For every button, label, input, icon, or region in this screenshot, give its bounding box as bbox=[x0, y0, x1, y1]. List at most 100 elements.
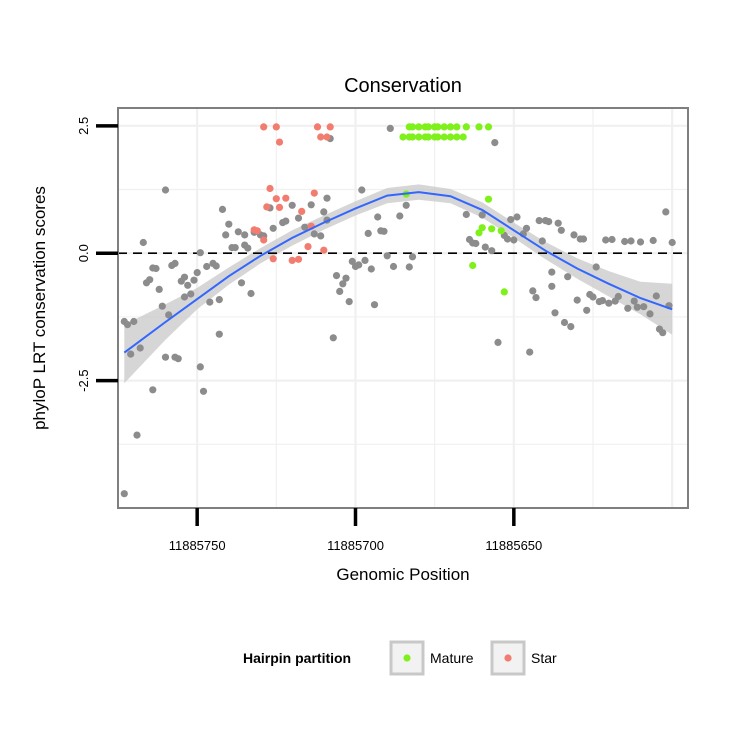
chart-title: Conservation bbox=[344, 75, 462, 97]
point-other-37 bbox=[215, 330, 223, 338]
point-star-4 bbox=[266, 184, 274, 193]
point-other-59 bbox=[307, 201, 315, 209]
point-star-3 bbox=[263, 203, 271, 211]
point-other-5 bbox=[133, 431, 141, 439]
point-other-95 bbox=[481, 243, 489, 251]
point-other-53 bbox=[269, 224, 277, 232]
point-other-117 bbox=[557, 226, 565, 234]
point-other-16 bbox=[161, 186, 170, 194]
plot-panel bbox=[117, 107, 689, 509]
legend-entry-star: Star bbox=[490, 640, 557, 676]
point-star-9 bbox=[288, 256, 296, 264]
grid-lines bbox=[118, 108, 688, 508]
point-other-57 bbox=[294, 214, 303, 222]
point-other-27 bbox=[190, 276, 198, 284]
point-other-48 bbox=[247, 289, 255, 298]
point-other-3 bbox=[127, 350, 135, 358]
point-other-150 bbox=[668, 238, 676, 247]
point-other-128 bbox=[592, 263, 600, 271]
point-other-83 bbox=[383, 252, 391, 260]
point-other-107 bbox=[529, 287, 537, 295]
point-other-108 bbox=[532, 294, 540, 302]
point-other-124 bbox=[579, 235, 588, 243]
point-other-44 bbox=[237, 279, 246, 287]
point-mature-31 bbox=[497, 227, 505, 235]
point-other-78 bbox=[367, 265, 375, 273]
point-other-130 bbox=[598, 297, 607, 305]
point-mature-16 bbox=[424, 123, 432, 131]
point-other-31 bbox=[199, 387, 208, 395]
point-other-28 bbox=[193, 269, 201, 277]
point-other-97 bbox=[491, 139, 499, 147]
y-axis-title: phyloP LRT conservation scores bbox=[30, 186, 49, 430]
point-other-60 bbox=[310, 230, 318, 238]
point-other-58 bbox=[301, 223, 309, 231]
point-other-42 bbox=[231, 244, 239, 252]
point-other-19 bbox=[171, 259, 179, 267]
point-other-38 bbox=[218, 205, 227, 213]
point-other-127 bbox=[589, 293, 597, 301]
point-star-8 bbox=[282, 194, 290, 202]
point-star-1 bbox=[253, 227, 261, 235]
point-mature-0 bbox=[399, 133, 407, 141]
point-other-64 bbox=[323, 194, 331, 202]
point-other-103 bbox=[513, 213, 521, 221]
point-other-145 bbox=[652, 292, 660, 300]
point-mature-26 bbox=[469, 261, 477, 270]
point-other-13 bbox=[155, 285, 163, 293]
data-points bbox=[120, 123, 676, 498]
point-other-10 bbox=[149, 386, 157, 394]
point-mature-11 bbox=[459, 133, 467, 141]
point-other-105 bbox=[522, 224, 531, 232]
point-mature-18 bbox=[434, 123, 442, 131]
point-other-77 bbox=[364, 229, 372, 237]
point-mature-22 bbox=[462, 123, 470, 131]
x-tick-label-0: 11885750 bbox=[169, 538, 226, 553]
point-other-80 bbox=[374, 213, 382, 221]
point-other-21 bbox=[174, 355, 182, 363]
point-other-120 bbox=[567, 323, 575, 331]
point-other-36 bbox=[215, 296, 223, 304]
x-tick-label-1: 11885700 bbox=[327, 538, 384, 553]
panel-border bbox=[117, 107, 689, 509]
point-other-56 bbox=[288, 201, 296, 209]
point-other-116 bbox=[554, 219, 562, 227]
point-mature-23 bbox=[475, 123, 483, 131]
point-mature-28 bbox=[478, 224, 486, 232]
point-other-125 bbox=[583, 306, 591, 314]
point-star-20 bbox=[260, 123, 268, 131]
point-star-5 bbox=[269, 255, 277, 263]
legend-label-mature: Mature bbox=[430, 650, 474, 666]
point-other-84 bbox=[386, 124, 394, 132]
point-other-25 bbox=[184, 281, 192, 289]
point-other-136 bbox=[621, 237, 629, 246]
point-other-114 bbox=[548, 268, 556, 276]
point-other-110 bbox=[538, 237, 546, 245]
point-other-29 bbox=[196, 363, 204, 371]
x-axis-title: Genomic Position bbox=[336, 565, 469, 584]
point-star-15 bbox=[313, 123, 322, 131]
point-other-35 bbox=[212, 262, 220, 270]
point-other-138 bbox=[627, 237, 635, 245]
y-tick-label-2: -2.5 bbox=[76, 369, 91, 391]
point-other-68 bbox=[336, 287, 344, 295]
point-star-17 bbox=[320, 246, 328, 254]
point-mature-3 bbox=[415, 133, 423, 141]
point-other-109 bbox=[535, 217, 543, 225]
point-other-139 bbox=[630, 297, 638, 305]
legend-entry-mature: Mature bbox=[389, 640, 474, 676]
point-other-133 bbox=[608, 235, 616, 244]
point-other-131 bbox=[602, 236, 610, 244]
point-other-115 bbox=[551, 309, 559, 317]
point-other-90 bbox=[462, 210, 470, 219]
point-mature-29 bbox=[484, 195, 493, 203]
point-star-12 bbox=[304, 243, 312, 251]
point-other-79 bbox=[370, 301, 379, 309]
point-mature-9 bbox=[446, 133, 455, 141]
point-star-7 bbox=[275, 138, 284, 146]
point-other-26 bbox=[187, 290, 195, 298]
point-other-75 bbox=[358, 186, 366, 194]
legend: Hairpin partition Mature Star bbox=[243, 640, 557, 676]
point-other-118 bbox=[560, 318, 569, 327]
